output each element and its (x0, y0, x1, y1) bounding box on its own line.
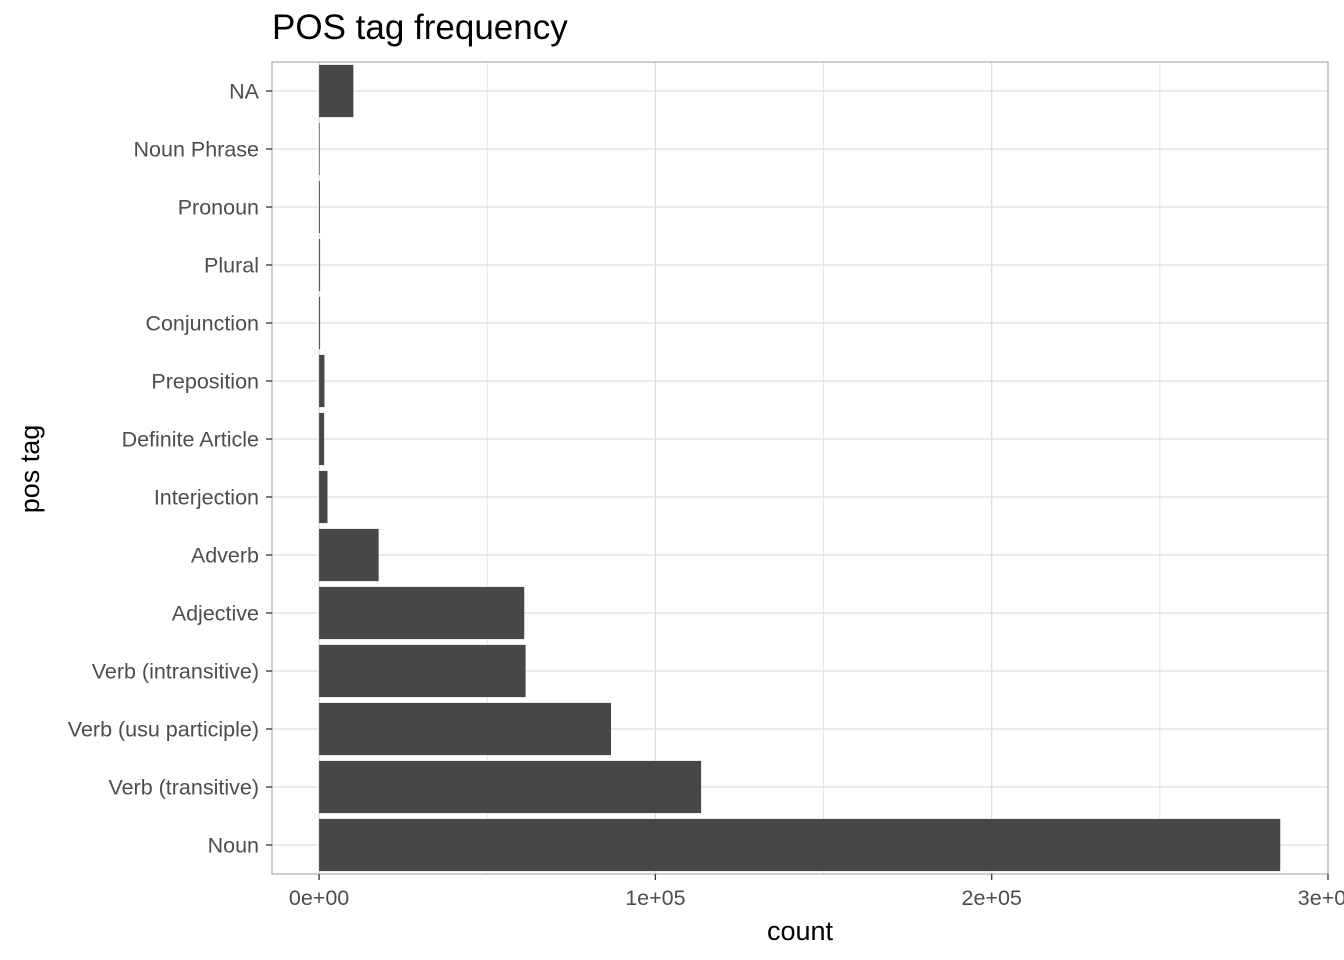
y-tick-label: Conjunction (145, 312, 259, 336)
x-tick-label: 0e+00 (289, 886, 349, 910)
bar (319, 64, 354, 118)
y-tick-label: Plural (204, 254, 259, 278)
x-axis-title: count (767, 916, 834, 946)
y-tick-label: Noun (208, 834, 259, 858)
bar (319, 122, 320, 176)
y-tick-label: Preposition (151, 370, 259, 394)
y-axis: NA Noun Phrase Pronoun Plural Conjunction Pre… (68, 80, 272, 858)
bar (319, 180, 320, 234)
y-axis-title: pos tag (15, 425, 45, 514)
y-tick-label: Verb (usu participle) (68, 718, 259, 742)
bar (319, 528, 379, 582)
grid-major (272, 62, 1329, 874)
y-tick-label: Noun Phrase (134, 138, 260, 162)
bar (319, 702, 611, 756)
y-tick-label: NA (229, 80, 260, 104)
y-tick-label: Interjection (154, 486, 259, 510)
bar (319, 644, 526, 698)
chart-title: POS tag frequency (272, 8, 568, 47)
x-tick-label: 2e+05 (961, 886, 1021, 910)
panel-border (271, 61, 1329, 875)
bar (319, 354, 325, 408)
x-axis: 0e+00 1e+05 2e+05 3e+05 (289, 874, 1344, 910)
bars (319, 64, 1281, 872)
bar (319, 470, 328, 524)
y-tick-label: Verb (transitive) (108, 776, 259, 800)
bar (319, 238, 321, 292)
bar (319, 296, 321, 350)
bar (319, 586, 525, 640)
y-tick-label: Adjective (172, 602, 259, 626)
y-tick-label: Adverb (191, 544, 259, 568)
y-tick-label: Verb (intransitive) (92, 660, 259, 684)
y-tick-label: Definite Article (122, 428, 259, 452)
bar (319, 412, 325, 466)
x-tick-label: 3e+05 (1298, 886, 1344, 910)
x-tick-label: 1e+05 (625, 886, 685, 910)
bar (319, 760, 702, 814)
y-tick-label: Pronoun (178, 196, 259, 220)
bar (319, 818, 1281, 872)
